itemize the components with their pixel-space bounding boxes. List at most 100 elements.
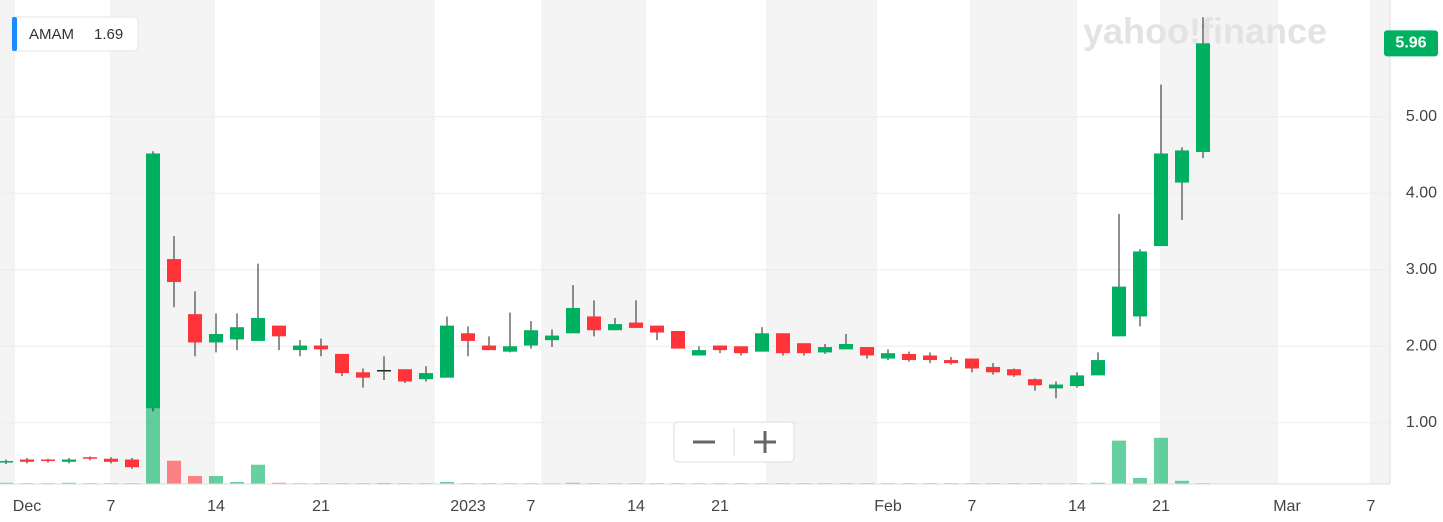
candle-body <box>335 353 349 374</box>
volume-bar <box>1091 482 1105 484</box>
candle-body <box>1007 369 1021 376</box>
candle-body <box>587 316 601 331</box>
candle-body <box>1070 375 1084 387</box>
x-tick-label: 21 <box>312 498 330 515</box>
candle-body <box>1112 286 1126 337</box>
candle-body <box>83 457 97 459</box>
candle-body <box>839 343 853 350</box>
x-tick-label: 7 <box>1367 498 1376 515</box>
candle-body <box>167 259 181 283</box>
candle-body <box>377 370 391 372</box>
y-tick-label: 3.00 <box>1406 261 1437 278</box>
candle-body <box>440 325 454 378</box>
candle-body <box>629 322 643 328</box>
candle-body <box>923 355 937 361</box>
x-tick-label: 2023 <box>450 498 486 515</box>
legend-symbol: AMAM <box>29 26 74 43</box>
volume-bar <box>272 482 286 484</box>
x-tick-label: 14 <box>1068 498 1086 515</box>
candle-body <box>692 350 706 356</box>
candle-body <box>755 333 769 352</box>
last-price-label: 5.96 <box>1395 35 1426 52</box>
candle-body <box>419 373 433 380</box>
candle-body <box>398 369 412 382</box>
candle-body <box>293 345 307 351</box>
candle-body <box>1091 360 1105 376</box>
volume-bar <box>251 464 265 484</box>
volume-bar <box>188 475 202 484</box>
zoom-in-button[interactable] <box>736 424 792 460</box>
x-tick-label: 7 <box>968 498 977 515</box>
candle-body <box>986 366 1000 373</box>
candle-body <box>860 347 874 356</box>
zoom-control <box>673 421 795 463</box>
candle-body <box>146 153 160 409</box>
volume-bar <box>62 482 76 484</box>
volume-bar <box>566 482 580 484</box>
y-tick-label: 1.00 <box>1406 414 1437 431</box>
candle-body <box>125 459 139 468</box>
legend-value: 1.69 <box>94 26 123 43</box>
candle-body <box>776 333 790 354</box>
candle-body <box>965 358 979 369</box>
volume-bar <box>0 482 13 484</box>
candle-body <box>1196 43 1210 152</box>
zoom-out-button[interactable] <box>676 424 732 460</box>
candle-body <box>503 346 517 352</box>
x-tick-label: Mar <box>1273 498 1301 515</box>
y-tick-label: 2.00 <box>1406 338 1437 355</box>
volume-bar <box>1154 437 1168 484</box>
candle-body <box>461 333 475 341</box>
candle-body <box>608 324 622 331</box>
candle-body <box>818 347 832 353</box>
candle-body <box>734 346 748 354</box>
candle-body <box>188 314 202 343</box>
candle-body <box>356 372 370 378</box>
candle-body <box>650 325 664 333</box>
candle-body <box>1049 384 1063 389</box>
candle-body <box>62 459 76 462</box>
candle-body <box>1175 150 1189 183</box>
volume-bar <box>1133 477 1147 484</box>
candle-body <box>104 458 118 462</box>
candle-body <box>251 317 265 341</box>
legend: AMAM 1.69 <box>11 16 139 52</box>
candle-body <box>0 461 13 463</box>
x-tick-label: 14 <box>207 498 225 515</box>
x-tick-label: 14 <box>627 498 645 515</box>
week-bands <box>0 0 1390 484</box>
candle-body <box>20 459 34 462</box>
candle-body <box>1154 153 1168 247</box>
volume-bar <box>230 481 244 484</box>
x-tick-label: 7 <box>527 498 536 515</box>
candle-body <box>797 343 811 354</box>
candle-body <box>1133 251 1147 317</box>
volume-bar <box>167 460 181 484</box>
y-tick-label: 5.00 <box>1406 108 1437 125</box>
volume-bar <box>1112 440 1126 484</box>
candle-body <box>545 335 559 341</box>
x-tick-label: 21 <box>711 498 729 515</box>
candle-body <box>314 345 328 350</box>
volume-bar <box>1175 480 1189 484</box>
candle-body <box>272 325 286 337</box>
volume-bar <box>209 475 223 484</box>
x-tick-label: Feb <box>874 498 902 515</box>
candle-body <box>671 330 685 349</box>
candle-body <box>1028 379 1042 386</box>
x-tick-label: 21 <box>1152 498 1170 515</box>
candle-body <box>713 345 727 351</box>
candle-body <box>944 360 958 364</box>
candle-body <box>41 459 55 462</box>
candle-body <box>230 327 244 340</box>
candle-body <box>524 330 538 346</box>
candle-body <box>881 353 895 359</box>
candle-body <box>566 308 580 334</box>
candle-body <box>902 353 916 361</box>
y-tick-label: 4.00 <box>1406 184 1437 201</box>
x-tick-label: Dec <box>13 498 41 515</box>
candle-body <box>209 334 223 343</box>
x-tick-label: 7 <box>107 498 116 515</box>
candle-body <box>482 345 496 351</box>
